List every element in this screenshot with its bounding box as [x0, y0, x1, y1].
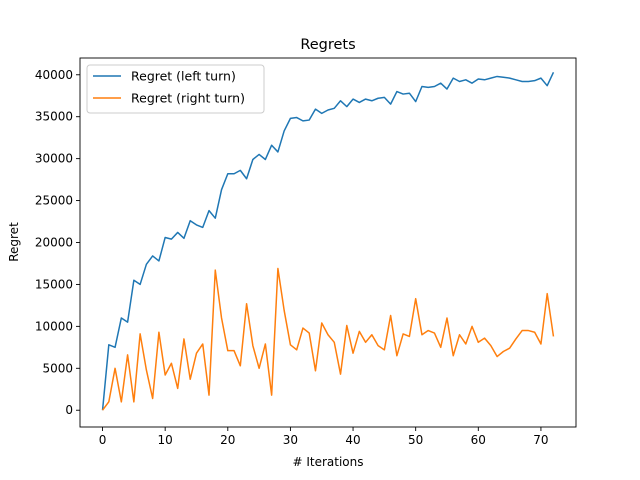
- x-tick-label: 40: [345, 433, 360, 447]
- chart-title: Regrets: [300, 37, 355, 53]
- x-tick-label: 30: [283, 433, 298, 447]
- y-tick-label: 20000: [35, 236, 73, 250]
- y-tick-label: 10000: [35, 319, 73, 333]
- x-tick-label: 0: [99, 433, 107, 447]
- x-tick-label: 60: [471, 433, 486, 447]
- y-tick-label: 15000: [35, 277, 73, 291]
- y-tick-label: 25000: [35, 194, 73, 208]
- x-tick-label: 20: [220, 433, 235, 447]
- legend: Regret (left turn) Regret (right turn): [86, 64, 265, 114]
- y-axis-label: Regret: [7, 222, 21, 262]
- x-axis-label: # Iterations: [292, 455, 363, 469]
- series-line-left-turn: [101, 71, 555, 411]
- x-tick-label: 70: [533, 433, 548, 447]
- x-tick-label: 50: [408, 433, 423, 447]
- plot-lines: [101, 71, 555, 411]
- series-line-right-turn: [101, 267, 555, 411]
- x-axis-ticks: 0 10 20 30 40 50 60 70: [99, 427, 549, 447]
- y-tick-label: 0: [65, 403, 73, 417]
- y-tick-label: 35000: [35, 110, 73, 124]
- legend-label-left-turn: Regret (left turn): [131, 69, 236, 84]
- y-tick-label: 30000: [35, 152, 73, 166]
- y-tick-label: 5000: [42, 361, 73, 375]
- x-tick-label: 10: [158, 433, 173, 447]
- y-axis-ticks: 0 5000 10000 15000 20000 25000 30000 35000 40000: [35, 68, 80, 417]
- legend-box: [86, 64, 265, 114]
- legend-label-right-turn: Regret (right turn): [131, 91, 245, 106]
- y-tick-label: 40000: [35, 68, 73, 82]
